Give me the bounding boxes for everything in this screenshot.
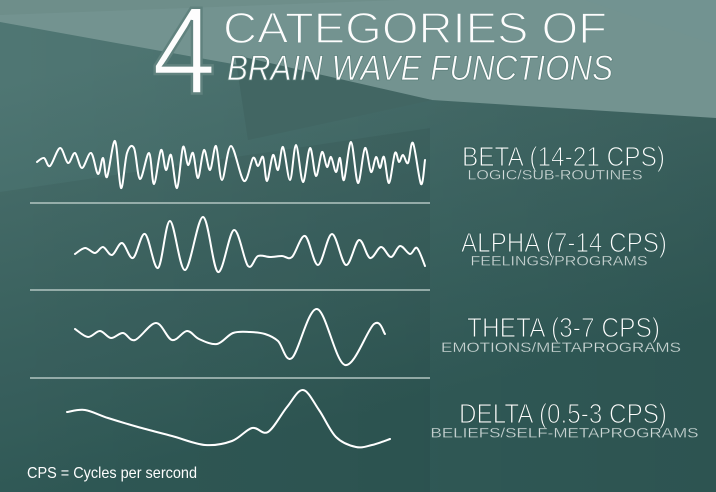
svg-text:ALPHA (7-14 CPS): ALPHA (7-14 CPS) — [461, 227, 667, 258]
svg-text:DELTA (0.5-3 CPS): DELTA (0.5-3 CPS) — [459, 398, 667, 429]
svg-text:BELIEFS/SELF-METAPROGRAMS: BELIEFS/SELF-METAPROGRAMS — [431, 425, 699, 441]
svg-text:4: 4 — [152, 0, 216, 121]
svg-text:FEELINGS/PROGRAMS: FEELINGS/PROGRAMS — [471, 253, 648, 269]
svg-text:CATEGORIES OF: CATEGORIES OF — [223, 4, 607, 53]
svg-text:THETA (3-7 CPS): THETA (3-7 CPS) — [467, 312, 660, 343]
svg-text:EMOTIONS/METAPROGRAMS: EMOTIONS/METAPROGRAMS — [441, 339, 681, 355]
svg-text:LOGIC/SUB-ROUTINES: LOGIC/SUB-ROUTINES — [468, 167, 643, 183]
svg-text:BETA (14-21 CPS): BETA (14-21 CPS) — [462, 141, 665, 172]
svg-text:BRAIN WAVE FUNCTIONS: BRAIN WAVE FUNCTIONS — [227, 48, 613, 88]
svg-text:CPS = Cycles per sercond: CPS = Cycles per sercond — [27, 465, 197, 482]
